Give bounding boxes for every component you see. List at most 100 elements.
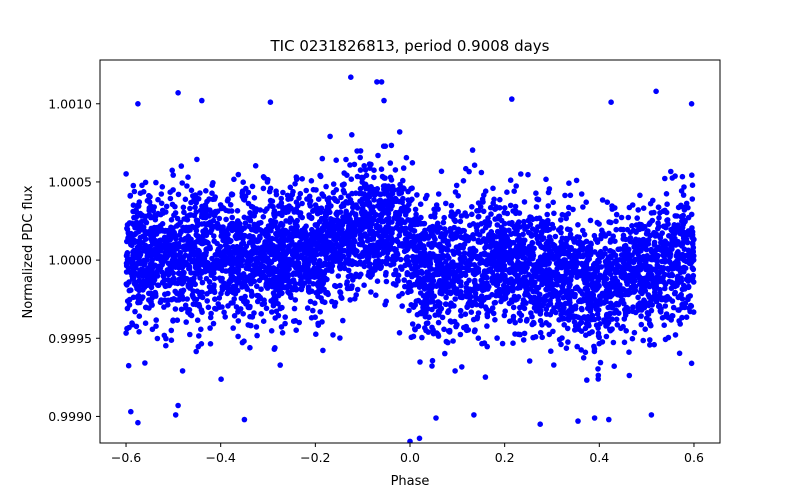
data-point — [253, 283, 260, 290]
data-point — [670, 304, 677, 311]
data-point — [161, 304, 167, 310]
data-point — [662, 281, 669, 288]
data-point — [499, 295, 506, 302]
data-point — [414, 247, 420, 254]
data-point — [207, 314, 214, 321]
data-point — [531, 265, 538, 271]
data-point — [397, 256, 404, 263]
data-point — [412, 206, 419, 213]
data-point — [290, 278, 296, 284]
data-point — [223, 268, 229, 274]
data-point — [153, 179, 159, 186]
data-point — [249, 248, 255, 255]
data-point — [640, 337, 646, 344]
data-points — [123, 74, 697, 443]
data-point — [304, 305, 311, 311]
data-point — [285, 263, 292, 269]
data-point — [244, 299, 250, 305]
data-point — [186, 265, 192, 272]
data-point — [418, 310, 425, 317]
data-point — [193, 227, 200, 234]
data-point — [590, 285, 596, 292]
data-point — [308, 315, 315, 321]
data-point — [182, 196, 189, 203]
data-point — [315, 196, 322, 202]
data-point — [680, 212, 686, 219]
data-point — [524, 290, 530, 297]
data-point — [351, 161, 358, 168]
data-point — [550, 328, 556, 335]
data-point — [326, 223, 333, 229]
data-point — [667, 252, 673, 258]
data-point — [231, 268, 238, 275]
data-point — [261, 175, 268, 181]
data-point — [220, 237, 226, 244]
data-point — [165, 297, 171, 304]
data-point — [531, 320, 537, 327]
data-point — [173, 235, 179, 241]
data-point — [631, 273, 638, 280]
data-point — [268, 240, 274, 247]
data-point — [464, 304, 471, 311]
data-point — [573, 177, 580, 184]
data-point — [263, 233, 270, 240]
data-point — [197, 275, 203, 281]
data-point — [308, 215, 315, 222]
data-point — [329, 298, 335, 305]
data-point — [428, 228, 434, 234]
data-point — [621, 268, 627, 274]
data-point — [463, 292, 469, 299]
data-point — [624, 226, 631, 233]
data-point — [562, 192, 568, 199]
data-point — [574, 274, 580, 281]
data-point — [478, 301, 485, 307]
data-point — [581, 276, 587, 283]
data-point — [502, 205, 508, 211]
data-point — [656, 223, 662, 230]
data-point — [507, 177, 514, 183]
data-point — [551, 245, 557, 251]
data-point — [368, 269, 375, 275]
data-point — [293, 206, 300, 212]
data-point — [460, 178, 467, 184]
data-point — [211, 238, 217, 244]
data-point — [381, 175, 387, 181]
data-point — [425, 306, 431, 312]
data-point — [415, 258, 421, 265]
data-point — [645, 237, 651, 243]
data-point — [164, 227, 171, 234]
data-point — [141, 248, 148, 254]
data-point — [595, 366, 601, 372]
data-point — [463, 237, 469, 243]
data-point — [527, 253, 533, 260]
data-point — [604, 199, 611, 205]
data-point — [566, 204, 572, 211]
data-point — [269, 198, 276, 204]
chart-title: TIC 0231826813, period 0.9008 days — [269, 37, 549, 55]
data-point — [340, 203, 347, 209]
data-point — [560, 243, 566, 249]
data-point — [228, 191, 235, 197]
data-point — [347, 297, 354, 303]
data-point — [373, 292, 379, 299]
data-point — [321, 286, 327, 293]
data-point — [340, 187, 347, 194]
data-point — [559, 284, 566, 291]
data-point — [231, 176, 237, 183]
data-point — [501, 220, 508, 227]
data-point — [178, 163, 185, 169]
data-point — [480, 208, 487, 215]
data-point — [165, 260, 172, 267]
data-point — [266, 188, 273, 195]
data-point — [252, 209, 259, 216]
data-point — [609, 292, 615, 299]
data-point — [441, 226, 448, 232]
data-point — [635, 294, 641, 301]
data-point — [240, 179, 246, 185]
data-point — [530, 282, 536, 289]
data-point — [689, 172, 695, 178]
data-point — [461, 250, 468, 256]
data-point — [616, 263, 622, 270]
data-point — [590, 262, 597, 268]
data-point — [566, 284, 572, 290]
